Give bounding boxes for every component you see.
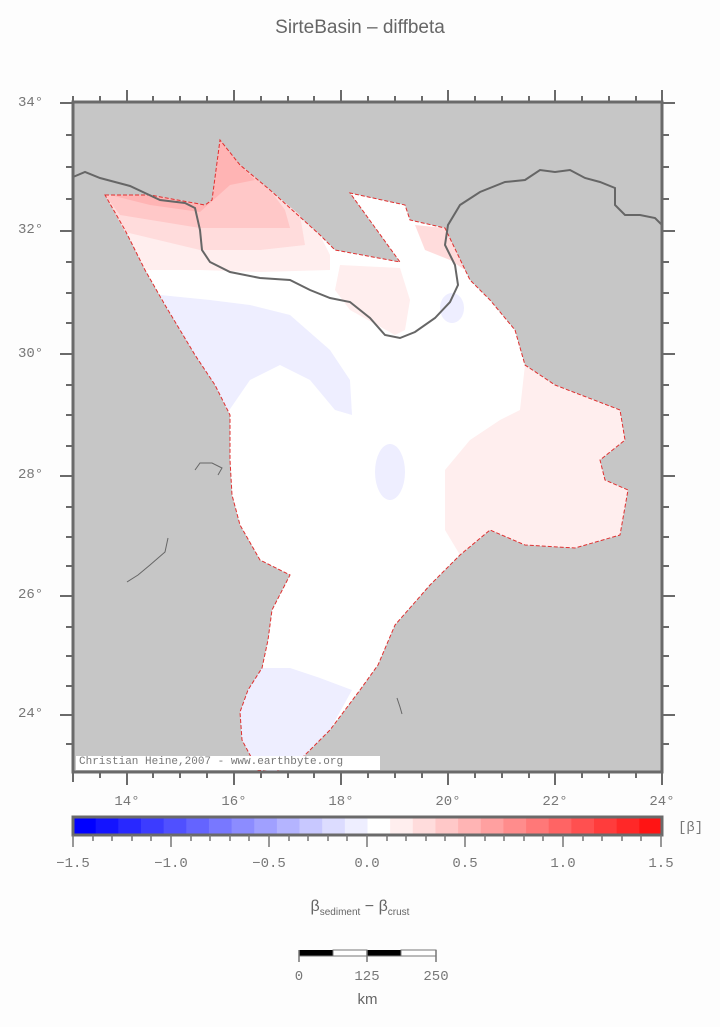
colorbar-cell: [616, 817, 640, 835]
lon-label-14: 14°: [114, 794, 140, 810]
colorbar-tick-label: 0.0: [354, 856, 380, 872]
colorbar-cell: [526, 817, 550, 835]
colorbar-cell: [163, 817, 187, 835]
scalebar: [298, 949, 437, 962]
lon-label-16: 16°: [221, 794, 247, 810]
lat-label-24: 24°: [18, 706, 44, 722]
credit-text: Christian Heine,2007 - www.earthbyte.org: [79, 756, 344, 768]
scalebar-label-0: 0: [294, 969, 304, 985]
colorbar-cell: [322, 817, 346, 835]
colorbar-ticks: [72, 835, 662, 847]
colorbar-cell: [435, 817, 459, 835]
colorbar-cell: [639, 817, 663, 835]
colorbar-cell: [254, 817, 278, 835]
colorbar-tick-label: −1.0: [154, 856, 188, 872]
basin-fill: [105, 140, 628, 772]
lat-label-32: 32°: [18, 222, 44, 238]
colorbar-cell: [390, 817, 414, 835]
lon-label-18: 18°: [328, 794, 354, 810]
colorbar-tick-label: 1.5: [648, 856, 674, 872]
colorbar-cell: [140, 817, 165, 835]
scalebar-unit: km: [357, 991, 378, 1008]
coastline: [72, 168, 663, 340]
colorbar-cell: [367, 817, 391, 835]
basin-outline: [104, 138, 629, 773]
inland-line: [194, 462, 223, 476]
colorbar-cell: [344, 817, 368, 835]
inland-line: [126, 537, 169, 583]
colorbar-tick-label: −0.5: [252, 856, 286, 872]
lat-label-26: 26°: [18, 587, 44, 603]
colorbar-tick-label: 0.5: [452, 856, 478, 872]
lat-axis-ticks: [60, 102, 675, 745]
scalebar-label-125: 125: [354, 969, 380, 985]
colorbar-cell: [480, 817, 504, 835]
colorbar-cell: [73, 817, 97, 835]
colorbar-cell: [571, 817, 595, 835]
colorbar: [73, 817, 663, 835]
colorbar-title: βsediment − βcrust: [310, 898, 410, 919]
lon-label-20: 20°: [435, 794, 461, 810]
colorbar-cell: [503, 817, 527, 835]
colorbar-cell: [95, 817, 119, 835]
colorbar-cell: [458, 817, 482, 835]
lon-label-22: 22°: [542, 794, 568, 810]
colorbar-cell: [276, 817, 301, 835]
colorbar-unit: [β]: [678, 820, 704, 836]
credit-box: [76, 756, 380, 770]
colorbar-cell: [412, 817, 436, 835]
lat-label-34: 34°: [18, 95, 44, 111]
lat-label-28: 28°: [18, 467, 44, 483]
colorbar-cell: [548, 817, 572, 835]
lat-label-30: 30°: [18, 346, 44, 362]
map-title: SirteBasin – diffbeta: [275, 17, 445, 38]
colorbar-cell: [118, 817, 142, 835]
colorbar-tick-label: 1.0: [550, 856, 576, 872]
inland-line: [396, 697, 403, 715]
lon-label-24: 24°: [649, 794, 675, 810]
colorbar-cell: [231, 817, 255, 835]
colorbar-cell: [594, 817, 618, 835]
colorbar-cell: [186, 817, 210, 835]
lon-axis-ticks: [72, 90, 663, 785]
colorbar-tick-label: −1.5: [56, 856, 90, 872]
colorbar-cell: [299, 817, 323, 835]
scalebar-label-250: 250: [423, 969, 449, 985]
colorbar-cell: [208, 817, 233, 835]
